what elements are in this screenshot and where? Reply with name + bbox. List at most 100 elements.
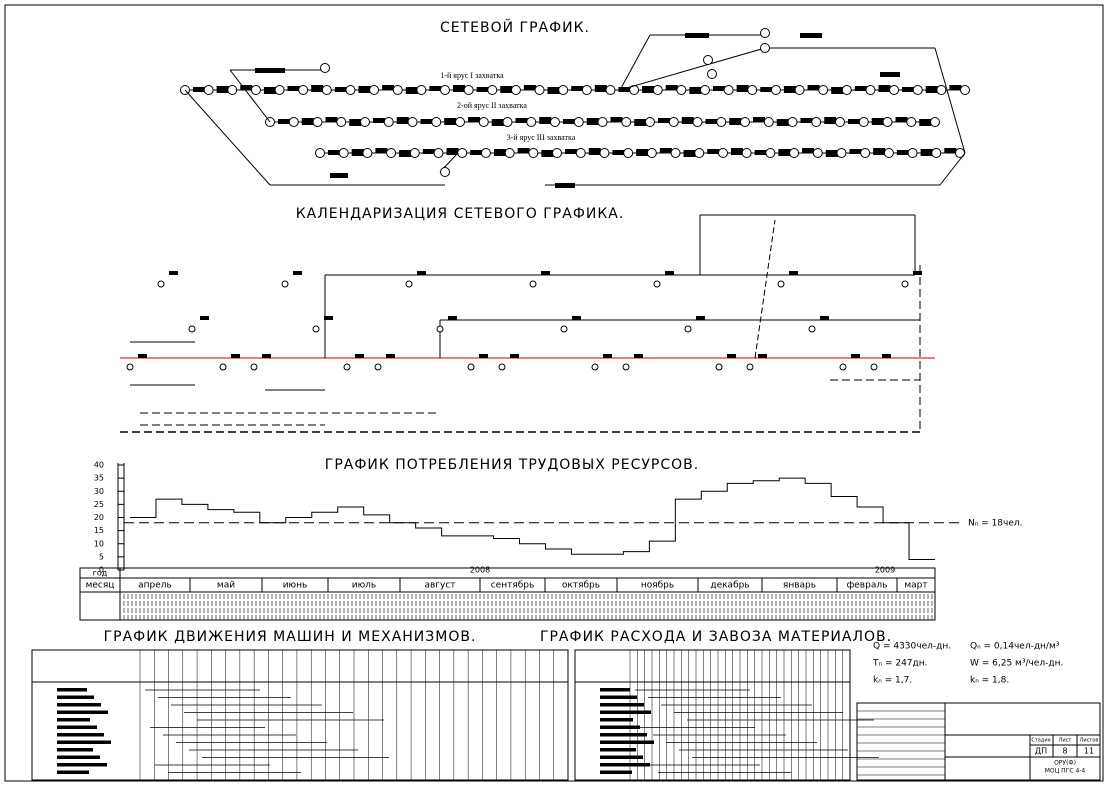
- tier-label: 1-й ярус I захватка: [440, 71, 504, 80]
- work-bar: [429, 86, 442, 91]
- work-bar: [278, 119, 290, 124]
- work-bar: [565, 149, 578, 154]
- event-node: [765, 148, 776, 158]
- resource-name: [600, 755, 643, 759]
- event-node: [467, 363, 475, 371]
- month: март: [904, 581, 927, 591]
- month: август: [424, 581, 455, 591]
- work-bar: [470, 150, 483, 155]
- summary-formula: kₙ = 1,7.: [873, 676, 912, 686]
- event-node: [392, 85, 403, 95]
- work-bar: [882, 354, 891, 358]
- work-bar: [634, 354, 643, 358]
- work-bar: [555, 183, 575, 188]
- event-node: [787, 117, 798, 127]
- work-bar: [789, 271, 798, 275]
- event-node: [870, 363, 878, 371]
- tier-label: 2-ой ярус II захватка: [457, 101, 527, 110]
- resource-name: [57, 763, 107, 767]
- event-node: [126, 363, 134, 371]
- event-node: [281, 280, 289, 288]
- work-bar: [358, 86, 371, 93]
- resource-name: [57, 703, 101, 707]
- event-node: [707, 69, 717, 79]
- event-node: [433, 148, 444, 158]
- work-bar: [231, 354, 240, 358]
- event-node: [715, 363, 723, 371]
- work-bar: [685, 33, 709, 38]
- event-node: [504, 148, 515, 158]
- work-bar: [758, 354, 767, 358]
- event-node: [907, 148, 918, 158]
- month: декабрь: [710, 581, 749, 591]
- stamp-cell: 8: [1062, 747, 1067, 756]
- work-bar: [824, 117, 837, 124]
- work-bar: [902, 87, 915, 92]
- resource-name: [600, 740, 654, 744]
- work-bar: [665, 271, 674, 275]
- event-node: [747, 85, 758, 95]
- calendar-diagram: [120, 214, 935, 433]
- resource-name: [57, 688, 87, 692]
- event-node: [841, 85, 852, 95]
- work-bar: [200, 316, 209, 320]
- work-bar: [603, 354, 612, 358]
- event-node: [676, 85, 687, 95]
- work-bar: [800, 118, 813, 123]
- event-node: [621, 117, 632, 127]
- event-node: [383, 117, 394, 127]
- stamp-cell: ДП: [1035, 747, 1047, 756]
- work-bar: [169, 271, 178, 275]
- y-tick-label: 30: [94, 487, 104, 496]
- summary-formula: kₙ = 1,8.: [970, 676, 1009, 686]
- line: [939, 152, 966, 186]
- work-bar: [193, 87, 205, 92]
- event-node: [653, 280, 661, 288]
- resource-name: [57, 725, 97, 729]
- event-node: [912, 85, 923, 95]
- event-node: [858, 117, 869, 127]
- work-bar: [422, 149, 435, 154]
- event-node: [605, 85, 616, 95]
- work-bar: [800, 33, 822, 38]
- event-node: [575, 148, 586, 158]
- work-bar: [920, 149, 933, 156]
- event-node: [558, 85, 569, 95]
- resource-name: [57, 740, 111, 744]
- summary-formula: Tₙ = 247дн.: [872, 659, 928, 669]
- work-bar: [636, 149, 649, 156]
- event-node: [889, 85, 900, 95]
- year: 2008: [470, 566, 490, 575]
- work-bar: [293, 271, 302, 275]
- event-node: [906, 117, 917, 127]
- materials-title: ГРАФИК РАСХОДА И ЗАВОЗА МАТЕРИАЛОВ.: [540, 629, 892, 645]
- work-bar: [216, 86, 229, 93]
- resource-name: [57, 755, 100, 759]
- work-bar: [541, 271, 550, 275]
- resource-name: [600, 710, 651, 714]
- event-node: [700, 85, 710, 95]
- event-node: [502, 117, 513, 127]
- event-node: [652, 85, 663, 95]
- work-bar: [871, 118, 884, 125]
- event-node: [703, 55, 713, 65]
- work-bar: [707, 149, 720, 154]
- work-bar: [240, 85, 253, 90]
- event-node: [455, 117, 465, 127]
- event-node: [763, 117, 774, 127]
- line: [619, 47, 766, 91]
- work-bar: [642, 86, 655, 93]
- y-tick-label: 0: [99, 566, 104, 575]
- month-label: месяц: [86, 581, 115, 591]
- event-node: [860, 148, 871, 158]
- resource-step-line: [130, 477, 935, 560]
- resource-name: [600, 763, 650, 767]
- work-bar: [705, 119, 718, 124]
- event-node: [338, 148, 349, 158]
- work-bar: [399, 150, 412, 157]
- event-node: [436, 325, 444, 333]
- event-node: [157, 280, 165, 288]
- resource-name: [57, 710, 108, 714]
- stamp-header: Стадия: [1031, 738, 1050, 744]
- event-node: [746, 363, 754, 371]
